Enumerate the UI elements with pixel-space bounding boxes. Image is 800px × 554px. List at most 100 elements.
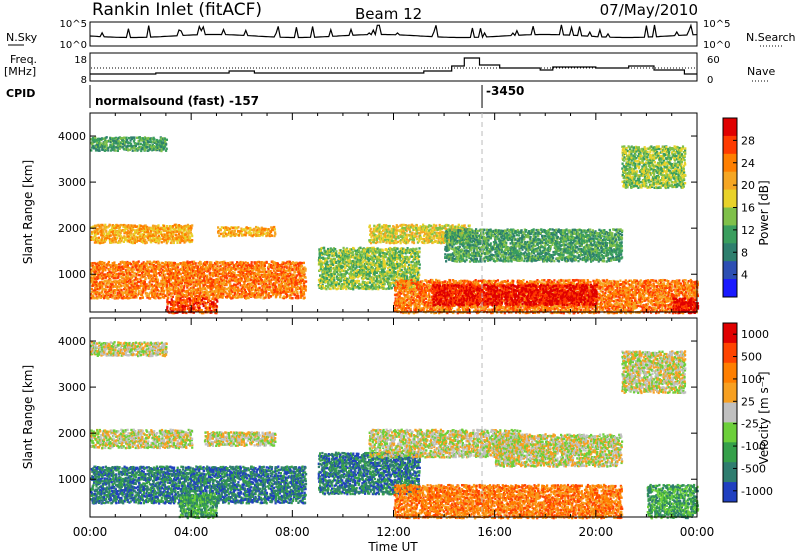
scatter-cell: [333, 281, 336, 284]
scatter-cell: [154, 270, 157, 273]
scatter-cell: [132, 291, 135, 294]
nsearch-tick-top: 10^5: [703, 19, 730, 30]
scatter-cell: [156, 294, 159, 297]
scatter-cell: [102, 282, 105, 285]
scatter-cell: [368, 281, 372, 284]
scatter-cell: [90, 262, 93, 265]
scatter-cell: [135, 272, 138, 276]
scatter-cell: [167, 286, 170, 290]
scatter-cell: [260, 232, 263, 235]
scatter-cell: [369, 271, 372, 274]
scatter-cell: [158, 237, 162, 240]
scatter-cell: [247, 266, 251, 269]
scatter-cell: [372, 258, 375, 261]
scatter-cell: [329, 264, 333, 267]
scatter-cell: [258, 288, 261, 291]
scatter-cell: [229, 283, 232, 286]
scatter-cell: [131, 292, 134, 296]
scatter-cell: [108, 279, 111, 282]
scatter-cell: [117, 226, 120, 229]
scatter-cell: [213, 283, 217, 286]
scatter-cell: [282, 268, 285, 271]
scatter-cell: [296, 274, 299, 277]
scatter-cell: [186, 298, 189, 301]
scatter-cell: [150, 269, 153, 272]
scatter-cell: [128, 225, 131, 228]
scatter-cell: [244, 291, 247, 294]
scatter-cell: [144, 287, 147, 290]
scatter-cell: [241, 273, 244, 276]
scatter-cell: [275, 295, 278, 298]
scatter-cell: [347, 278, 350, 282]
scatter-cell: [267, 278, 271, 281]
scatter-cell: [150, 241, 153, 244]
scatter-cell: [133, 296, 136, 299]
scatter-cell: [279, 273, 282, 276]
scatter-cell: [238, 267, 241, 270]
scatter-cell: [157, 226, 160, 229]
scatter-cell: [366, 262, 369, 266]
scatter-cell: [268, 263, 271, 266]
scatter-cell: [155, 284, 158, 287]
cpid-mode-1: normalsound (fast) -157: [95, 94, 259, 108]
scatter-cell: [362, 274, 365, 278]
scatter-cell: [196, 284, 199, 287]
scatter-cell: [178, 230, 181, 233]
scatter-cell: [103, 240, 107, 243]
scatter-cell: [147, 294, 150, 298]
scatter-cell: [100, 262, 104, 266]
scatter-cell: [371, 287, 374, 291]
scatter-cell: [362, 247, 365, 250]
scatter-cell: [352, 284, 355, 288]
scatter-cell: [118, 266, 121, 269]
scatter-cell: [219, 287, 222, 290]
scatter-cell: [128, 289, 131, 292]
scatter-cell: [346, 250, 349, 253]
scatter-cell: [280, 267, 283, 271]
scatter-cell: [219, 291, 222, 295]
scatter-cell: [366, 268, 369, 271]
scatter-cell: [186, 271, 189, 274]
scatter-cell: [91, 270, 94, 273]
scatter-cell: [108, 239, 111, 242]
scatter-cell: [96, 267, 99, 270]
scatter-cell: [141, 264, 144, 268]
scatter-cell: [337, 287, 340, 290]
scatter-cell: [174, 228, 177, 231]
scatter-cell: [158, 296, 161, 300]
scatter-cell: [377, 257, 381, 260]
scatter-cell: [95, 241, 98, 244]
scatter-cell: [320, 246, 323, 250]
scatter-cell: [105, 229, 108, 232]
scatter-cell: [322, 268, 325, 271]
scatter-cell: [374, 287, 377, 291]
scatter-cell: [215, 288, 218, 291]
scatter-cell: [145, 263, 148, 266]
scatter-cell: [107, 297, 110, 300]
scatter-cell: [131, 265, 134, 269]
scatter-cell: [227, 293, 230, 296]
scatter-cell: [141, 293, 144, 296]
scatter-cell: [120, 288, 123, 292]
scatter-cell: [193, 292, 196, 295]
scatter-cell: [283, 272, 286, 275]
scatter-cell: [348, 256, 351, 259]
scatter-cell: [341, 256, 344, 259]
scatter-cell: [190, 283, 193, 286]
scatter-cell: [407, 260, 411, 264]
scatter-cell: [119, 231, 122, 234]
scatter-cell: [291, 297, 294, 300]
scatter-cell: [377, 248, 380, 251]
scatter-cell: [146, 260, 149, 263]
scatter-cell: [133, 233, 136, 236]
scatter-cell: [120, 291, 123, 294]
scatter-cell: [271, 293, 274, 297]
scatter-cell: [201, 302, 204, 305]
scatter-cell: [279, 293, 282, 296]
scatter-cell: [263, 269, 266, 273]
scatter-cell: [329, 265, 332, 269]
scatter-cell: [270, 226, 273, 229]
scatter-cell: [188, 288, 191, 291]
scatter-cell: [136, 239, 140, 242]
scatter-cell: [97, 296, 100, 299]
